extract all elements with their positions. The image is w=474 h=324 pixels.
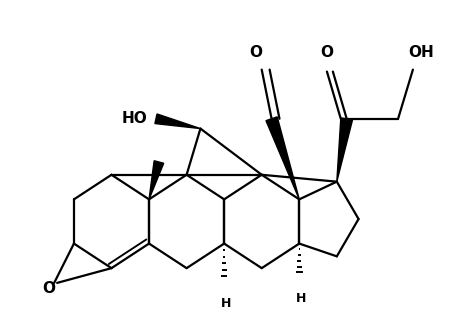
Polygon shape xyxy=(266,117,299,199)
Text: O: O xyxy=(320,45,333,60)
Text: O: O xyxy=(43,281,56,296)
Text: H: H xyxy=(221,297,231,310)
Polygon shape xyxy=(337,118,353,182)
Polygon shape xyxy=(155,114,201,129)
Text: O: O xyxy=(249,45,262,60)
Text: H: H xyxy=(296,292,306,305)
Text: OH: OH xyxy=(408,45,434,60)
Text: HO: HO xyxy=(121,111,147,126)
Polygon shape xyxy=(149,161,164,199)
